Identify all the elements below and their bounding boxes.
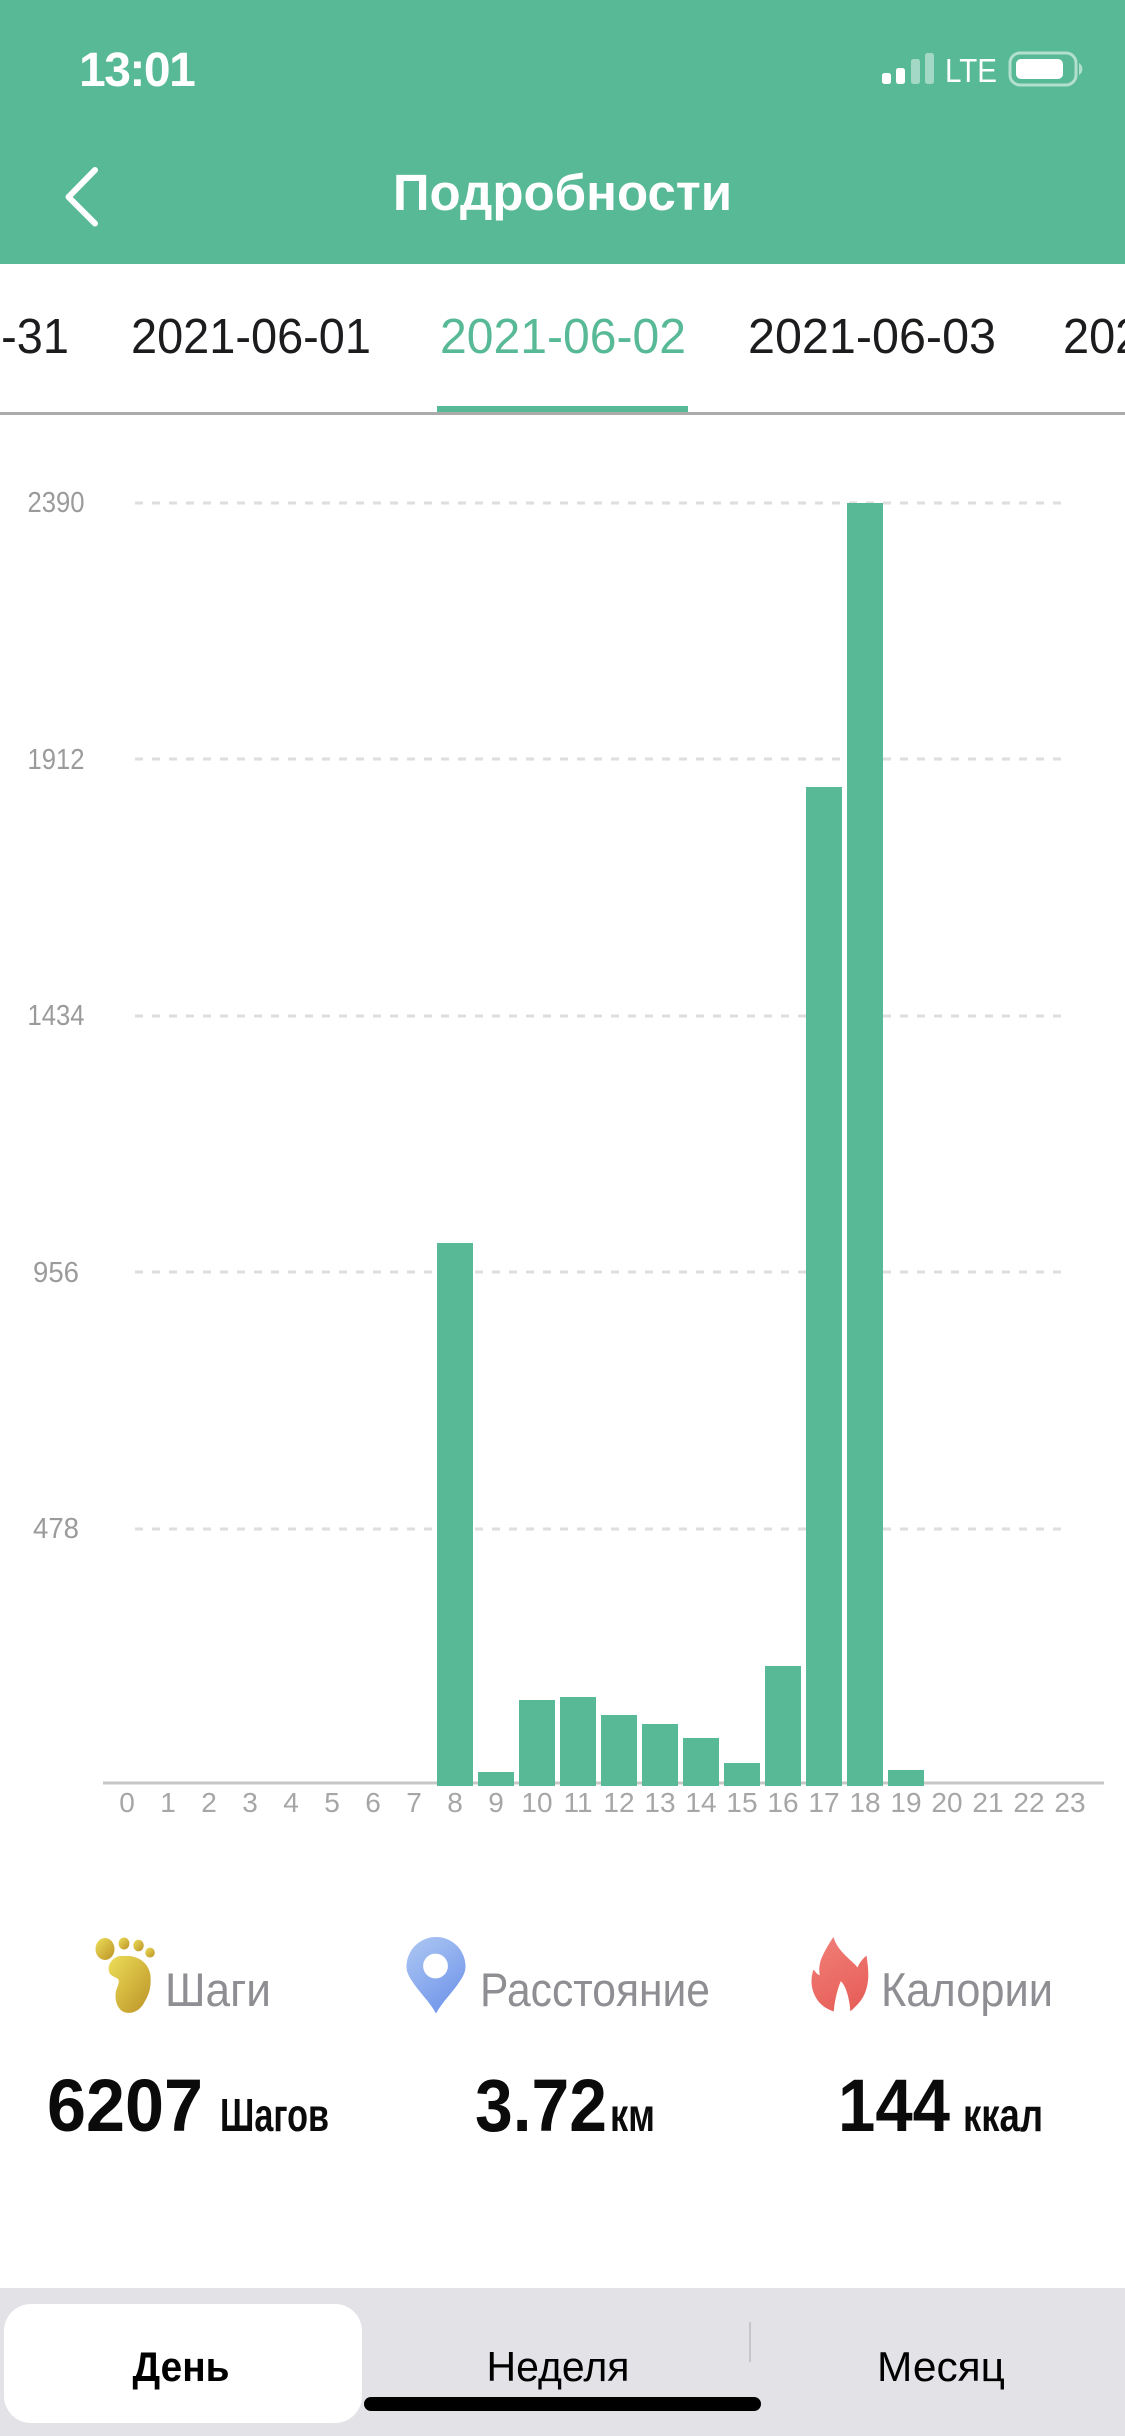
svg-text:3: 3 xyxy=(242,1787,258,1818)
svg-text:2: 2 xyxy=(201,1787,217,1818)
svg-text:21: 21 xyxy=(972,1787,1003,1818)
svg-text:ккал: ккал xyxy=(963,2089,1043,2141)
svg-text:23: 23 xyxy=(1054,1787,1085,1818)
svg-text:2390: 2390 xyxy=(28,487,85,519)
svg-text:22: 22 xyxy=(1013,1787,1044,1818)
svg-text:LTE: LTE xyxy=(945,52,997,89)
svg-text:5: 5 xyxy=(324,1787,340,1818)
svg-text:956: 956 xyxy=(33,1257,79,1289)
svg-text:4: 4 xyxy=(283,1787,299,1818)
svg-text:15: 15 xyxy=(726,1787,757,1818)
svg-text:10: 10 xyxy=(521,1787,552,1818)
svg-text:16: 16 xyxy=(767,1787,798,1818)
svg-text:6207: 6207 xyxy=(47,2064,203,2147)
svg-text:2021-06-03: 2021-06-03 xyxy=(748,310,996,364)
svg-text:1912: 1912 xyxy=(28,744,85,776)
svg-text:Неделя: Неделя xyxy=(487,2343,630,2390)
svg-text:2021-06-04: 2021-06-04 xyxy=(1063,310,1125,364)
svg-text:Калории: Калории xyxy=(881,1963,1053,2016)
svg-text:17: 17 xyxy=(808,1787,839,1818)
svg-text:14: 14 xyxy=(685,1787,716,1818)
svg-text:478: 478 xyxy=(33,1513,79,1545)
svg-text:7: 7 xyxy=(406,1787,422,1818)
svg-text:19: 19 xyxy=(890,1787,921,1818)
svg-text:1434: 1434 xyxy=(28,1000,85,1032)
svg-text:Шаги: Шаги xyxy=(165,1963,271,2016)
svg-text:2021-05-31: 2021-05-31 xyxy=(0,310,69,364)
svg-text:13: 13 xyxy=(644,1787,675,1818)
svg-text:1: 1 xyxy=(160,1787,176,1818)
svg-text:3.72: 3.72 xyxy=(475,2064,607,2147)
svg-text:12: 12 xyxy=(603,1787,634,1818)
svg-text:2021-06-02: 2021-06-02 xyxy=(440,310,686,364)
svg-text:18: 18 xyxy=(849,1787,880,1818)
svg-text:9: 9 xyxy=(488,1787,504,1818)
svg-text:8: 8 xyxy=(447,1787,463,1818)
svg-text:2021-06-01: 2021-06-01 xyxy=(131,310,371,364)
svg-text:Расстояние: Расстояние xyxy=(480,1963,710,2016)
svg-text:День: День xyxy=(133,2343,230,2390)
svg-text:0: 0 xyxy=(119,1787,135,1818)
svg-text:20: 20 xyxy=(931,1787,962,1818)
svg-text:км: км xyxy=(610,2089,655,2141)
svg-text:Месяц: Месяц xyxy=(877,2343,1005,2390)
svg-text:144: 144 xyxy=(838,2064,950,2147)
svg-text:Шагов: Шагов xyxy=(220,2089,329,2141)
svg-text:11: 11 xyxy=(563,1787,592,1818)
svg-text:6: 6 xyxy=(365,1787,381,1818)
